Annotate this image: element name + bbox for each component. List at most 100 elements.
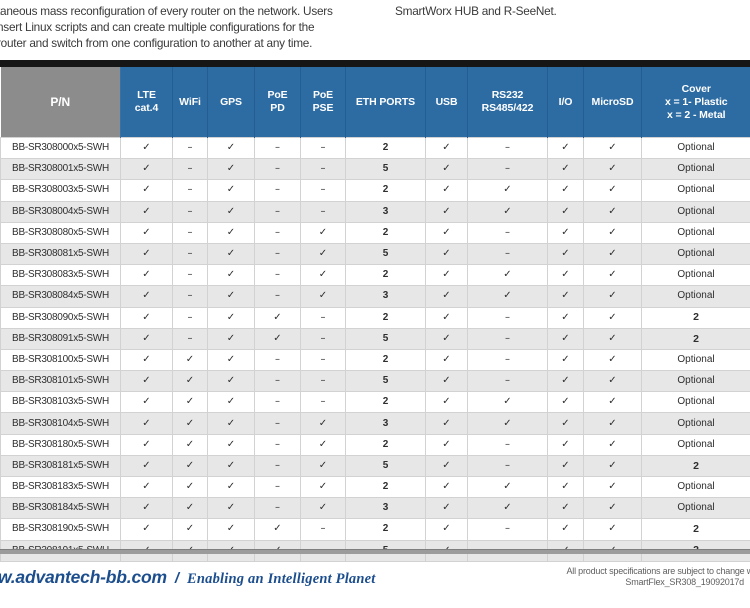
cell-gps: ✓ bbox=[207, 454, 255, 478]
cell-gps: ✓ bbox=[207, 179, 255, 202]
cell-microsd: ✓ bbox=[583, 306, 642, 329]
cell-rs: ✓ bbox=[467, 391, 548, 414]
cell-poepd: – bbox=[254, 136, 301, 160]
cell-pn: BB-SR308090x5-SWH bbox=[0, 306, 121, 329]
cell-poepd: – bbox=[254, 454, 301, 478]
cell-poepd: ✓ bbox=[254, 518, 301, 541]
column-header-rs: RS232 RS485/422 bbox=[467, 67, 548, 138]
cell-wifi: ✓ bbox=[172, 497, 208, 520]
cell-io: ✓ bbox=[547, 200, 584, 223]
cell-lte: ✓ bbox=[120, 200, 173, 223]
table-row: BB-SR308083x5-SWH ✓ – ✓ – ✓ 2 ✓ ✓ ✓ ✓ Optional bbox=[0, 264, 750, 287]
cell-poepd: – bbox=[254, 348, 301, 372]
website-link[interactable]: w.advantech-bb.com bbox=[0, 567, 167, 587]
cell-gps: ✓ bbox=[207, 370, 255, 393]
cell-poepse: ✓ bbox=[300, 454, 346, 478]
cell-io: ✓ bbox=[547, 475, 584, 499]
cell-io: ✓ bbox=[547, 179, 584, 202]
cell-microsd: ✓ bbox=[583, 200, 642, 223]
intro-line: taneous mass reconfiguration of every ro… bbox=[0, 4, 333, 18]
table-row: BB-SR308180x5-SWH ✓ ✓ ✓ – ✓ 2 ✓ – ✓ ✓ Optional bbox=[0, 433, 750, 456]
cell-poepd: – bbox=[254, 370, 301, 393]
cell-gps: ✓ bbox=[207, 200, 255, 223]
cell-cover: Optional bbox=[641, 200, 750, 223]
cell-poepse: ✓ bbox=[300, 264, 346, 287]
cell-gps: ✓ bbox=[207, 518, 255, 541]
cell-eth: 5 bbox=[345, 327, 426, 350]
cell-poepd: – bbox=[254, 264, 301, 287]
cell-lte: ✓ bbox=[120, 264, 173, 287]
cell-eth: 2 bbox=[345, 306, 426, 329]
cell-rs: – bbox=[467, 242, 548, 266]
cell-usb: ✓ bbox=[425, 242, 468, 266]
cell-wifi: ✓ bbox=[172, 454, 208, 478]
column-header-wifi: WiFi bbox=[172, 67, 208, 138]
cell-lte: ✓ bbox=[120, 454, 173, 478]
cell-usb: ✓ bbox=[425, 264, 468, 287]
header-row: P/N LTE cat.4 WiFi GPS PoE PD PoE PSE ETH PORT… bbox=[0, 67, 750, 138]
cell-gps: ✓ bbox=[207, 475, 255, 499]
intro-line: nsert Linux scripts and can create multi… bbox=[0, 20, 315, 34]
cell-poepd: – bbox=[254, 242, 301, 266]
cell-poepse: – bbox=[300, 136, 346, 160]
cell-cover: 2 bbox=[641, 454, 750, 478]
cell-poepse: – bbox=[300, 370, 346, 393]
cell-eth: 5 bbox=[345, 454, 426, 478]
cell-gps: ✓ bbox=[207, 306, 255, 329]
cell-lte: ✓ bbox=[120, 136, 173, 160]
cell-lte: ✓ bbox=[120, 370, 173, 393]
cell-io: ✓ bbox=[547, 158, 584, 181]
column-header-gps: GPS bbox=[207, 67, 255, 138]
cell-pn: BB-SR308183x5-SWH bbox=[0, 475, 121, 499]
column-header-poepd: PoE PD bbox=[254, 67, 301, 138]
cell-poepd: – bbox=[254, 221, 301, 244]
cell-lte: ✓ bbox=[120, 179, 173, 202]
cell-gps: ✓ bbox=[207, 327, 255, 350]
cell-eth: 2 bbox=[345, 433, 426, 456]
cell-usb: ✓ bbox=[425, 391, 468, 414]
cell-microsd: ✓ bbox=[583, 136, 642, 160]
cell-cover: Optional bbox=[641, 412, 750, 435]
cell-eth: 3 bbox=[345, 285, 426, 308]
cell-lte: ✓ bbox=[120, 348, 173, 372]
cell-wifi: ✓ bbox=[172, 412, 208, 435]
cell-microsd: ✓ bbox=[583, 412, 642, 435]
cell-gps: ✓ bbox=[207, 285, 255, 308]
cell-poepse: – bbox=[300, 348, 346, 372]
cell-pn: BB-SR308000x5-SWH bbox=[0, 136, 121, 160]
table-row: BB-SR308001x5-SWH ✓ – ✓ – –5 ✓ – ✓ ✓ Optional bbox=[0, 158, 750, 181]
cell-poepse: ✓ bbox=[300, 242, 346, 266]
cell-wifi: – bbox=[172, 200, 208, 223]
cell-usb: ✓ bbox=[425, 221, 468, 244]
spec-table: P/N LTE cat.4 WiFi GPS PoE PD PoE PSE ETH PORT… bbox=[0, 67, 750, 562]
cell-usb: ✓ bbox=[425, 158, 468, 181]
cell-poepd: – bbox=[254, 158, 301, 181]
spec-table-body: BB-SR308000x5-SWH ✓ – ✓ – –2 ✓ – ✓ ✓ Optional BB-SR… bbox=[0, 136, 750, 562]
cell-microsd: ✓ bbox=[583, 285, 642, 308]
cell-rs: ✓ bbox=[467, 179, 548, 202]
cell-cover: Optional bbox=[641, 370, 750, 393]
cell-cover: Optional bbox=[641, 475, 750, 499]
cell-microsd: ✓ bbox=[583, 264, 642, 287]
cell-microsd: ✓ bbox=[583, 433, 642, 456]
cell-pn: BB-SR308080x5-SWH bbox=[0, 221, 121, 244]
cell-rs: ✓ bbox=[467, 412, 548, 435]
cell-eth: 5 bbox=[345, 242, 426, 266]
cell-rs: – bbox=[467, 306, 548, 329]
cell-io: ✓ bbox=[547, 221, 584, 244]
cell-microsd: ✓ bbox=[583, 179, 642, 202]
cell-usb: ✓ bbox=[425, 497, 468, 520]
cell-lte: ✓ bbox=[120, 497, 173, 520]
cell-eth: 3 bbox=[345, 412, 426, 435]
column-header-cover: Cover x = 1- Plastic x = 2 - Metal bbox=[641, 67, 750, 138]
cell-usb: ✓ bbox=[425, 327, 468, 350]
cell-poepd: – bbox=[254, 285, 301, 308]
table-row: BB-SR308100x5-SWH ✓ ✓ ✓ – –2 ✓ – ✓ ✓ Optional bbox=[0, 348, 750, 372]
cell-usb: ✓ bbox=[425, 200, 468, 223]
footer-separator: / bbox=[174, 570, 180, 587]
cell-rs: ✓ bbox=[467, 497, 548, 520]
cell-wifi: ✓ bbox=[172, 518, 208, 541]
cell-microsd: ✓ bbox=[583, 391, 642, 414]
cell-wifi: ✓ bbox=[172, 475, 208, 499]
